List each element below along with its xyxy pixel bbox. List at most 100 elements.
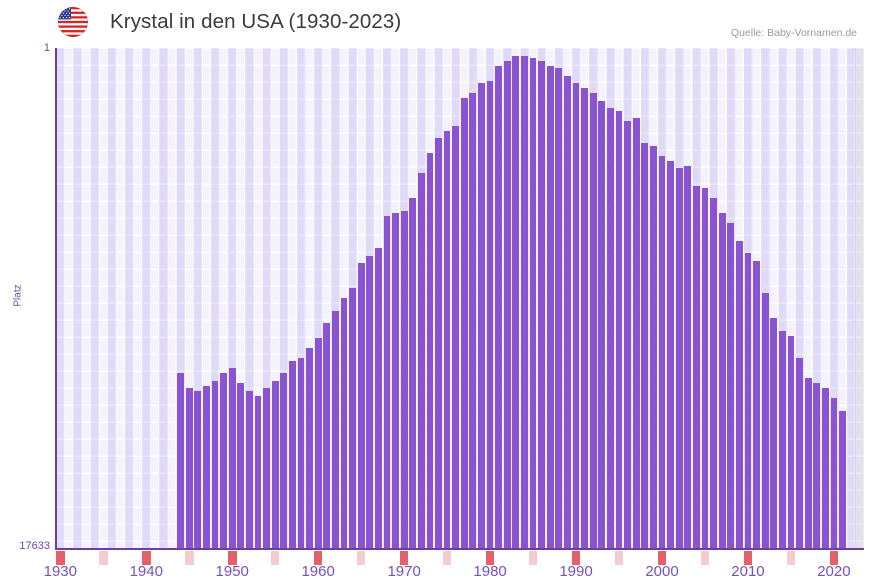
bar-1987[interactable] — [546, 65, 554, 548]
bar-2004[interactable] — [692, 185, 700, 548]
bar-2019[interactable] — [821, 388, 829, 548]
x-axis-label-1960: 1960 — [301, 563, 335, 580]
bar-1962[interactable] — [331, 310, 339, 548]
bar-2005[interactable] — [701, 188, 709, 548]
x-axis-label-1950: 1950 — [215, 563, 249, 580]
bar-2007[interactable] — [718, 213, 726, 548]
source-attribution: Quelle: Baby-Vornamen.de — [730, 27, 857, 39]
bar-1953[interactable] — [254, 395, 262, 548]
bar-2010[interactable] — [744, 253, 752, 548]
bar-1993[interactable] — [598, 100, 606, 548]
bar-1997[interactable] — [632, 118, 640, 548]
bar-1946[interactable] — [194, 390, 202, 548]
bar-1963[interactable] — [340, 298, 348, 548]
bar-1990[interactable] — [572, 83, 580, 548]
bar-1978[interactable] — [469, 93, 477, 548]
bar-2016[interactable] — [796, 358, 803, 548]
x-tick-minor-1985 — [528, 551, 538, 565]
bar-2006[interactable] — [710, 198, 717, 548]
x-tick-minor-2005 — [700, 551, 710, 565]
bar-1975[interactable] — [443, 130, 451, 548]
us-flag-icon — [58, 7, 88, 37]
bar-2013[interactable] — [770, 318, 778, 548]
x-tick-minor-2015 — [786, 551, 796, 565]
bar-1954[interactable] — [263, 388, 270, 548]
x-tick-major-2020 — [829, 551, 839, 565]
x-tick-major-1930 — [56, 551, 65, 565]
x-tick-minor-1995 — [614, 551, 624, 565]
bar-2017[interactable] — [804, 378, 812, 548]
bar-1979[interactable] — [478, 83, 485, 548]
bar-1952[interactable] — [246, 390, 253, 548]
bar-1989[interactable] — [564, 75, 571, 548]
x-tick-minor-1965 — [356, 551, 366, 565]
bar-1964[interactable] — [349, 288, 356, 548]
bar-2003[interactable] — [684, 165, 692, 548]
bar-2011[interactable] — [753, 260, 760, 548]
bar-2009[interactable] — [735, 240, 743, 548]
x-axis-line — [55, 548, 864, 550]
bar-1944[interactable] — [177, 373, 185, 548]
bar-1948[interactable] — [211, 380, 219, 548]
bar-2002[interactable] — [675, 168, 683, 548]
bar-1972[interactable] — [417, 173, 425, 548]
bar-2008[interactable] — [727, 223, 735, 548]
bar-1968[interactable] — [383, 215, 391, 548]
bar-1996[interactable] — [624, 120, 631, 548]
bar-1981[interactable] — [495, 65, 503, 548]
bar-1959[interactable] — [306, 348, 313, 548]
bar-2020[interactable] — [830, 398, 838, 548]
bar-2001[interactable] — [667, 160, 674, 548]
bar-1986[interactable] — [538, 60, 546, 548]
bar-1977[interactable] — [460, 98, 468, 548]
bar-1970[interactable] — [400, 210, 408, 548]
plot-area — [56, 48, 864, 548]
bar-1992[interactable] — [589, 93, 597, 548]
bar-1995[interactable] — [615, 110, 623, 548]
bar-1969[interactable] — [392, 213, 399, 548]
bar-2000[interactable] — [658, 155, 666, 548]
x-tick-major-2010 — [743, 551, 753, 565]
bar-1994[interactable] — [607, 108, 614, 548]
bar-1973[interactable] — [426, 153, 434, 548]
bar-1985[interactable] — [529, 58, 537, 548]
bar-1982[interactable] — [503, 60, 511, 548]
bar-1956[interactable] — [280, 373, 288, 548]
bar-1949[interactable] — [220, 373, 227, 548]
bar-1960[interactable] — [314, 338, 322, 548]
bar-1955[interactable] — [271, 380, 279, 548]
bar-1999[interactable] — [650, 145, 657, 548]
bar-2015[interactable] — [787, 335, 795, 548]
bar-1967[interactable] — [374, 248, 382, 548]
bar-2012[interactable] — [761, 293, 769, 548]
bar-1983[interactable] — [512, 55, 520, 548]
x-tick-minor-1975 — [442, 551, 452, 565]
x-tick-major-1960 — [313, 551, 323, 565]
bar-1971[interactable] — [409, 198, 417, 548]
bar-1974[interactable] — [435, 138, 442, 548]
bar-2014[interactable] — [778, 330, 786, 548]
bar-1947[interactable] — [203, 385, 210, 548]
bar-1961[interactable] — [323, 323, 331, 548]
bar-1950[interactable] — [228, 368, 236, 548]
bar-1966[interactable] — [366, 255, 374, 548]
x-axis-labels: 1930 1940 1950 1960 1970 1980 1990 2000 2010 2020 — [0, 563, 873, 587]
x-tick-minor-1955 — [270, 551, 280, 565]
x-tick-minor-1935 — [98, 551, 108, 565]
bar-1965[interactable] — [357, 263, 365, 548]
bar-1976[interactable] — [452, 125, 460, 548]
bar-1945[interactable] — [185, 388, 193, 548]
bar-1991[interactable] — [581, 88, 589, 548]
y-axis-line — [55, 48, 57, 550]
bar-1957[interactable] — [288, 360, 296, 548]
bar-1998[interactable] — [641, 143, 649, 548]
bar-2018[interactable] — [813, 383, 821, 548]
bar-1951[interactable] — [237, 383, 245, 548]
x-axis-label-1990: 1990 — [559, 563, 593, 580]
bar-1984[interactable] — [521, 55, 528, 548]
x-tick-minor-1945 — [184, 551, 194, 565]
bar-1988[interactable] — [555, 68, 563, 548]
bar-1958[interactable] — [297, 358, 305, 548]
bar-2021[interactable] — [839, 410, 846, 548]
bar-1980[interactable] — [486, 80, 494, 548]
